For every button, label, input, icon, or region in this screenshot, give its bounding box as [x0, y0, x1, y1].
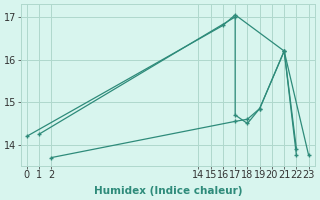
X-axis label: Humidex (Indice chaleur): Humidex (Indice chaleur) [93, 186, 242, 196]
